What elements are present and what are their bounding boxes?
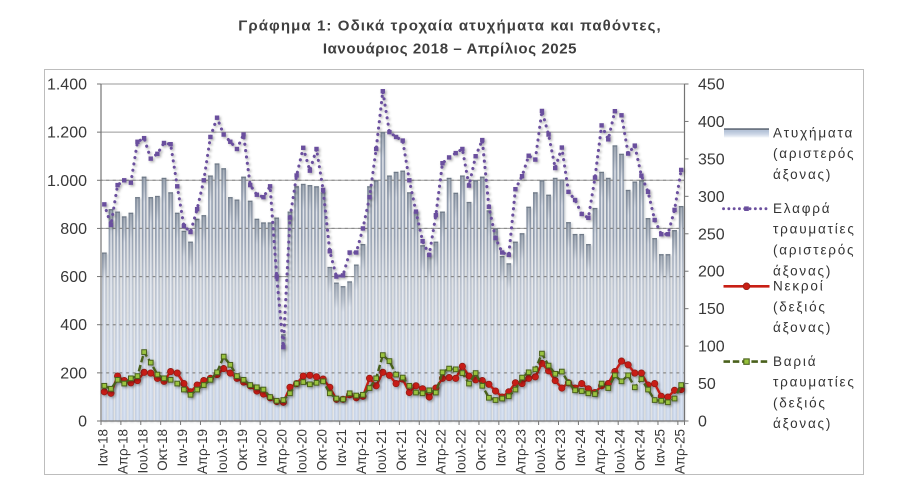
svg-text:Νεκροί: Νεκροί (773, 279, 825, 294)
svg-text:400: 400 (698, 114, 725, 131)
svg-text:150: 150 (698, 301, 725, 318)
svg-text:Βαριά: Βαριά (773, 354, 817, 369)
svg-text:Ιαν-22: Ιαν-22 (414, 429, 429, 467)
svg-text:400: 400 (60, 317, 87, 334)
svg-text:Ιαν-21: Ιαν-21 (334, 429, 349, 467)
svg-text:Ιαν-19: Ιαν-19 (175, 429, 190, 467)
svg-text:450: 450 (698, 77, 725, 94)
svg-text:Οκτ-20: Οκτ-20 (314, 429, 329, 471)
svg-text:200: 200 (60, 365, 87, 382)
svg-text:Ιαν-23: Ιαν-23 (493, 429, 508, 467)
svg-text:άξονας): άξονας) (773, 320, 832, 335)
svg-text:Απρ-23: Απρ-23 (513, 429, 528, 474)
svg-text:50: 50 (698, 376, 716, 393)
svg-text:Απρ-20: Απρ-20 (275, 429, 290, 474)
svg-text:άξονας): άξονας) (773, 263, 832, 278)
svg-text:Ιαν-20: Ιαν-20 (255, 429, 270, 467)
svg-text:Ιουλ-22: Ιουλ-22 (454, 429, 469, 474)
svg-text:Οκτ-22: Οκτ-22 (473, 429, 488, 471)
svg-text:Γράφημα 1: Οδικά τροχαία ατυχή: Γράφημα 1: Οδικά τροχαία ατυχήματα και π… (238, 18, 662, 35)
svg-text:100: 100 (698, 339, 725, 356)
svg-text:(δεξιός: (δεξιός (773, 395, 827, 410)
svg-text:0: 0 (698, 414, 707, 431)
svg-text:1.200: 1.200 (47, 125, 87, 142)
svg-text:600: 600 (60, 269, 87, 286)
svg-text:350: 350 (698, 151, 725, 168)
svg-text:Ιανουάριος 2018 – Απρίλιος 202: Ιανουάριος 2018 – Απρίλιος 2025 (323, 41, 577, 58)
svg-text:Ιουλ-20: Ιουλ-20 (294, 429, 309, 474)
svg-text:1.400: 1.400 (47, 77, 87, 94)
svg-text:Απρ-18: Απρ-18 (115, 429, 130, 474)
svg-text:τραυματίες: τραυματίες (773, 375, 856, 390)
svg-text:1.000: 1.000 (47, 173, 87, 190)
svg-text:Ελαφρά: Ελαφρά (773, 201, 831, 216)
svg-text:άξονας): άξονας) (773, 167, 832, 182)
svg-text:Ιαν-18: Ιαν-18 (96, 429, 111, 467)
svg-text:τραυματίες: τραυματίες (773, 222, 856, 237)
svg-text:300: 300 (698, 189, 725, 206)
svg-text:(δεξιός: (δεξιός (773, 299, 827, 314)
svg-text:Οκτ-24: Οκτ-24 (633, 428, 648, 470)
svg-text:Απρ-22: Απρ-22 (434, 429, 449, 474)
svg-text:Απρ-19: Απρ-19 (195, 429, 210, 474)
svg-text:Απρ-25: Απρ-25 (672, 429, 687, 474)
svg-text:άξονας): άξονας) (773, 416, 832, 431)
svg-text:Ιαν-24: Ιαν-24 (573, 428, 588, 466)
svg-text:Ιουλ-23: Ιουλ-23 (533, 429, 548, 474)
svg-text:250: 250 (698, 226, 725, 243)
svg-text:Ατυχήματα: Ατυχήματα (773, 125, 854, 140)
svg-text:(αριστερός: (αριστερός (773, 146, 855, 161)
svg-text:Ιουλ-19: Ιουλ-19 (215, 429, 230, 474)
svg-text:Οκτ-19: Οκτ-19 (235, 429, 250, 471)
svg-text:Ιουλ-24: Ιουλ-24 (613, 428, 628, 473)
svg-text:Ιουλ-18: Ιουλ-18 (135, 429, 150, 474)
svg-text:Οκτ-21: Οκτ-21 (394, 429, 409, 471)
svg-text:0: 0 (78, 414, 87, 431)
svg-text:Απρ-21: Απρ-21 (354, 429, 369, 474)
svg-text:800: 800 (60, 221, 87, 238)
svg-text:Οκτ-23: Οκτ-23 (553, 429, 568, 471)
svg-text:Απρ-24: Απρ-24 (593, 428, 608, 474)
svg-text:200: 200 (698, 264, 725, 281)
svg-text:Οκτ-18: Οκτ-18 (155, 429, 170, 471)
svg-text:Ιουλ-21: Ιουλ-21 (374, 429, 389, 474)
svg-text:Ιαν-25: Ιαν-25 (652, 429, 667, 467)
svg-text:(αριστερός: (αριστερός (773, 243, 855, 258)
